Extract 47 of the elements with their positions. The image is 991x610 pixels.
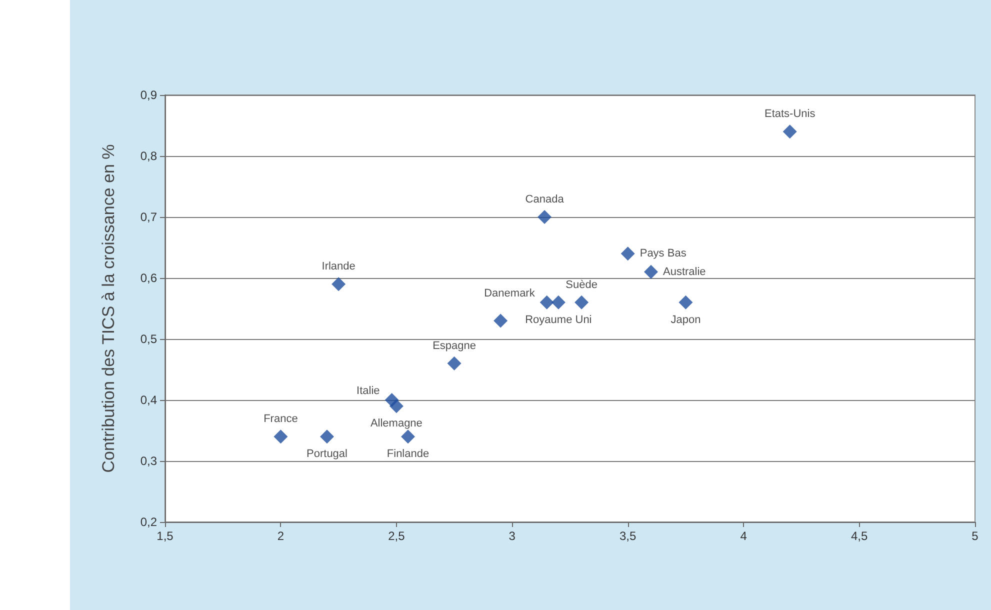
data-label: Etats-Unis (764, 108, 816, 120)
point (551, 295, 566, 310)
point (401, 430, 415, 444)
x-tick-label: 2 (277, 529, 284, 543)
point (678, 295, 693, 310)
data-label: Allemagne (370, 418, 422, 430)
data-label: Canada (525, 194, 565, 206)
point (782, 124, 797, 139)
y-tick-label: 0,5 (140, 332, 158, 346)
x-tick-label: 2,5 (388, 529, 406, 543)
y-axis-title: Contribution des TICS à la croissance en % (99, 144, 118, 473)
point (447, 356, 462, 370)
data-label: Japon (670, 314, 701, 326)
data-label: Italie (356, 385, 380, 397)
point (644, 264, 658, 279)
y-tick-label: 0,9 (140, 88, 158, 102)
y-tick-label: 0,8 (140, 149, 158, 163)
y-tick-label: 0,7 (140, 210, 158, 224)
y-tick-label: 0,6 (140, 271, 158, 285)
data-label: Finlande (386, 448, 430, 460)
data-label: Pays Bas (640, 248, 687, 260)
data-label: Suède (566, 278, 598, 291)
data-label: Danemark (484, 287, 536, 300)
point (389, 399, 404, 414)
x-tick-label: 1,5 (156, 529, 174, 543)
data-label: Portugal (306, 448, 348, 460)
point (574, 295, 589, 310)
point (332, 277, 346, 292)
x-tick-label: 3 (508, 529, 516, 543)
data-label: Australie (663, 266, 706, 278)
point (274, 430, 288, 444)
point (620, 246, 635, 261)
x-tick-label: 3,5 (620, 529, 637, 543)
point (540, 295, 554, 310)
x-tick-label: 4 (740, 529, 748, 543)
point (320, 430, 334, 444)
data-label: Espagne (432, 340, 476, 352)
x-tick-label: 5 (972, 529, 979, 543)
x-tick-label: 4,5 (850, 529, 868, 543)
y-tick-label: 0,3 (140, 454, 158, 468)
data-label: Royaume Uni (525, 314, 592, 326)
point (538, 210, 552, 224)
data-label: Irlande (322, 260, 356, 273)
y-tick-label: 0,2 (140, 515, 158, 529)
data-label: France (264, 413, 298, 426)
y-tick-label: 0,4 (140, 393, 158, 407)
point (494, 314, 508, 328)
